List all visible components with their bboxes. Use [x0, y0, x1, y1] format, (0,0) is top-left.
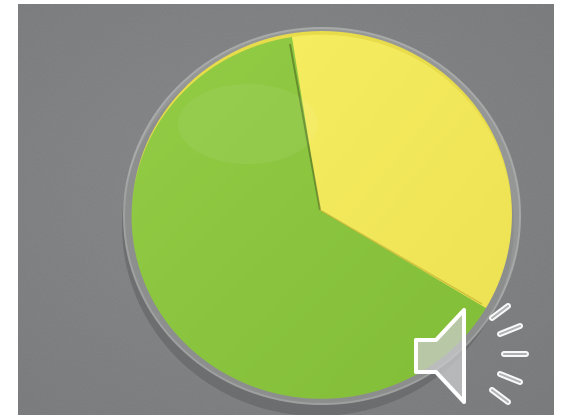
green-sector — [131, 37, 486, 399]
yellow-sector — [292, 34, 512, 309]
paper-pie-photo — [18, 4, 554, 415]
speaker-icon[interactable] — [408, 298, 538, 413]
